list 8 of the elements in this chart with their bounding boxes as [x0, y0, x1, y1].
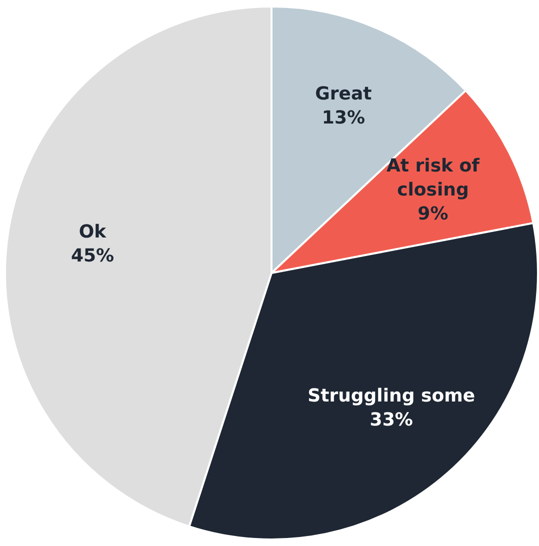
slice-label: Ok: [78, 221, 108, 242]
data-label: 13%: [322, 107, 366, 128]
slice-label: Struggling some: [308, 386, 476, 407]
data-label: 45%: [70, 245, 114, 266]
slice-label: At risk of closing: [386, 155, 480, 200]
data-label: 9%: [418, 203, 448, 224]
data-label: 33%: [370, 410, 413, 431]
slice-label: Great: [315, 83, 372, 104]
